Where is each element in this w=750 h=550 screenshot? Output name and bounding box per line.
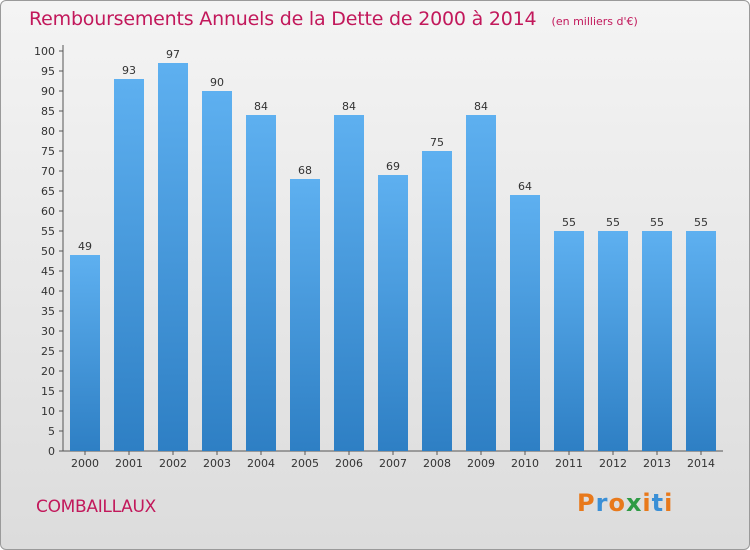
bar [510, 195, 540, 451]
x-tick-label: 2014 [687, 457, 715, 470]
y-tick-label: 50 [41, 245, 55, 258]
chart-title: Remboursements Annuels de la Dette de 20… [29, 8, 537, 30]
logo-letter: x [625, 489, 643, 517]
bar [158, 63, 188, 451]
y-tick-label: 100 [34, 45, 55, 58]
y-tick-label: 95 [41, 65, 55, 78]
x-tick-label: 2009 [467, 457, 495, 470]
bar [554, 231, 584, 451]
bar [598, 231, 628, 451]
bar-value-label: 55 [650, 216, 664, 229]
logo-letter: t [651, 489, 665, 517]
y-tick-label: 5 [48, 425, 55, 438]
bar [246, 115, 276, 451]
chart-title-row: Remboursements Annuels de la Dette de 20… [29, 8, 638, 30]
bar [642, 231, 672, 451]
y-tick-label: 45 [41, 265, 55, 278]
y-tick-label: 85 [41, 105, 55, 118]
x-tick-label: 2013 [643, 457, 671, 470]
bar-value-label: 68 [298, 164, 312, 177]
bar [202, 91, 232, 451]
bar [378, 175, 408, 451]
bar-value-label: 55 [694, 216, 708, 229]
y-tick-label: 55 [41, 225, 55, 238]
y-tick-label: 90 [41, 85, 55, 98]
logo-letter: r [595, 489, 609, 517]
y-tick-label: 40 [41, 285, 55, 298]
bar-value-label: 93 [122, 64, 136, 77]
x-tick-label: 2008 [423, 457, 451, 470]
logo-letter: o [608, 489, 626, 517]
logo-letter: P [577, 489, 596, 517]
y-tick-label: 10 [41, 405, 55, 418]
y-tick-label: 70 [41, 165, 55, 178]
commune-name: COMBAILLAUX [36, 497, 156, 517]
proxiti-logo[interactable]: Proxiti [577, 489, 673, 517]
y-tick-label: 0 [48, 445, 55, 458]
logo-letter: i [642, 489, 652, 517]
labels-layer: 49 2000 93 2001 97 2002 90 2003 84 2004 68 2005 84 20… [71, 48, 715, 470]
y-tick-label: 35 [41, 305, 55, 318]
x-tick-label: 2007 [379, 457, 407, 470]
x-tick-label: 2012 [599, 457, 627, 470]
x-tick-label: 2004 [247, 457, 275, 470]
bar-value-label: 84 [342, 100, 356, 113]
logo-letter: i [664, 489, 674, 517]
bars-layer [70, 63, 716, 451]
y-tick-label: 60 [41, 205, 55, 218]
x-tick-label: 2000 [71, 457, 99, 470]
bar-value-label: 64 [518, 180, 532, 193]
y-tick-label: 15 [41, 385, 55, 398]
bar [290, 179, 320, 451]
bar-value-label: 84 [254, 100, 268, 113]
bar-value-label: 90 [210, 76, 224, 89]
bar-value-label: 49 [78, 240, 92, 253]
bar [334, 115, 364, 451]
bar-value-label: 97 [166, 48, 180, 61]
y-tick-label: 75 [41, 145, 55, 158]
bar-value-label: 84 [474, 100, 488, 113]
x-tick-label: 2005 [291, 457, 319, 470]
x-tick-label: 2003 [203, 457, 231, 470]
bar [422, 151, 452, 451]
bar-value-label: 69 [386, 160, 400, 173]
bar [70, 255, 100, 451]
bar [686, 231, 716, 451]
y-tick-label: 20 [41, 365, 55, 378]
chart-unit: (en milliers d'€) [551, 15, 638, 28]
bar-value-label: 55 [562, 216, 576, 229]
x-tick-label: 2001 [115, 457, 143, 470]
bar-value-label: 55 [606, 216, 620, 229]
y-tick-label: 25 [41, 345, 55, 358]
y-tick-label: 65 [41, 185, 55, 198]
y-tick-label: 80 [41, 125, 55, 138]
x-tick-label: 2006 [335, 457, 363, 470]
bar-value-label: 75 [430, 136, 444, 149]
x-tick-label: 2002 [159, 457, 187, 470]
x-tick-label: 2011 [555, 457, 583, 470]
bar [114, 79, 144, 451]
y-tick-label: 30 [41, 325, 55, 338]
bar [466, 115, 496, 451]
x-tick-label: 2010 [511, 457, 539, 470]
